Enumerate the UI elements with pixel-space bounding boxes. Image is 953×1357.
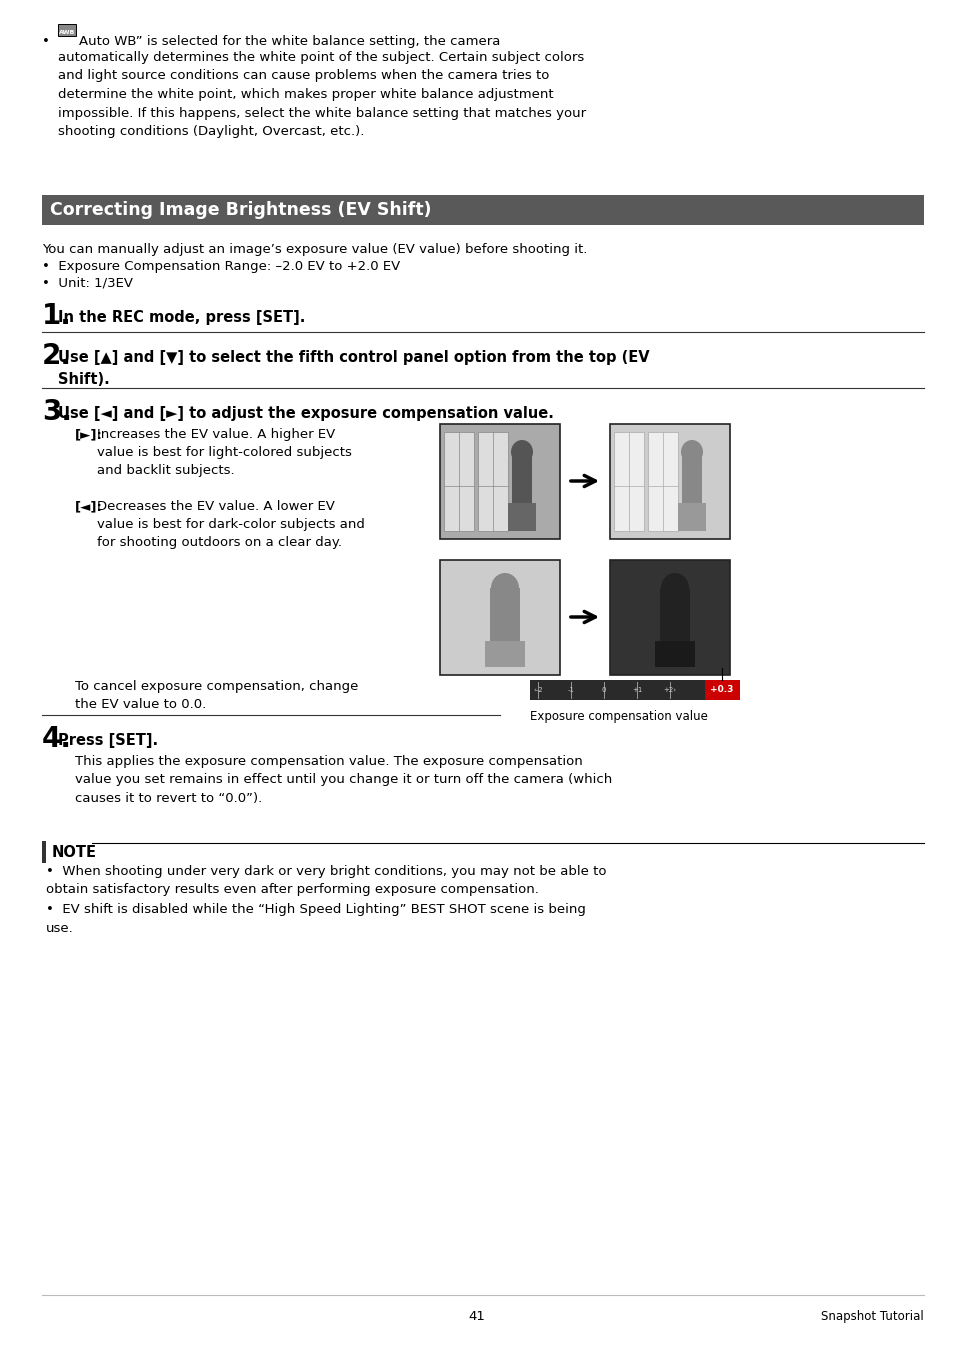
Text: 2.: 2.	[42, 342, 71, 370]
Text: NOTE: NOTE	[52, 845, 97, 860]
Bar	[490, 588, 519, 642]
Bar	[58, 24, 76, 37]
Text: To cancel exposure compensation, change
the EV value to 0.0.: To cancel exposure compensation, change …	[75, 680, 358, 711]
Text: Snapshot Tutorial: Snapshot Tutorial	[821, 1310, 923, 1323]
Text: Exposure compensation value: Exposure compensation value	[530, 710, 707, 723]
Text: Use [▲] and [▼] to select the fifth control panel option from the top (EV
Shift): Use [▲] and [▼] to select the fifth cont…	[58, 350, 649, 387]
Bar	[42, 841, 46, 863]
Text: 4.: 4.	[42, 725, 71, 753]
Text: •: •	[42, 35, 50, 47]
Text: AWB: AWB	[59, 30, 75, 35]
Bar	[507, 503, 536, 531]
Text: ‹-2: ‹-2	[533, 687, 542, 693]
Bar	[614, 432, 643, 531]
Bar	[512, 452, 532, 503]
Text: automatically determines the white point of the subject. Certain subject colors
: automatically determines the white point…	[58, 52, 585, 138]
Text: •  EV shift is disabled while the “High Speed Lighting” BEST SHOT scene is being: • EV shift is disabled while the “High S…	[46, 902, 585, 935]
Text: This applies the exposure compensation value. The exposure compensation
value yo: This applies the exposure compensation v…	[75, 754, 612, 805]
Ellipse shape	[680, 440, 702, 464]
Text: In the REC mode, press [SET].: In the REC mode, press [SET].	[58, 309, 305, 324]
Text: 41: 41	[468, 1310, 485, 1323]
Bar	[655, 641, 695, 668]
Text: Use [◄] and [►] to adjust the exposure compensation value.: Use [◄] and [►] to adjust the exposure c…	[58, 406, 554, 421]
Text: +1: +1	[631, 687, 641, 693]
Text: •  When shooting under very dark or very bright conditions, you may not be able : • When shooting under very dark or very …	[46, 864, 606, 897]
Text: Correcting Image Brightness (EV Shift): Correcting Image Brightness (EV Shift)	[50, 201, 431, 218]
Text: Press [SET].: Press [SET].	[58, 733, 158, 748]
Text: Auto WB” is selected for the white balance setting, the camera: Auto WB” is selected for the white balan…	[79, 35, 500, 47]
Bar	[609, 560, 729, 674]
Bar	[659, 588, 689, 642]
Ellipse shape	[491, 573, 518, 603]
Text: [►]:: [►]:	[75, 427, 103, 441]
Text: Decreases the EV value. A lower EV
value is best for dark-color subjects and
for: Decreases the EV value. A lower EV value…	[97, 499, 364, 550]
Text: [◄]:: [◄]:	[75, 499, 103, 513]
Bar	[443, 432, 474, 531]
Bar	[439, 560, 559, 674]
Text: You can manually adjust an image’s exposure value (EV value) before shooting it.: You can manually adjust an image’s expos…	[42, 243, 587, 256]
Text: +0.3: +0.3	[710, 685, 733, 695]
Bar	[647, 432, 678, 531]
Text: +2›: +2›	[662, 687, 676, 693]
Text: 0: 0	[601, 687, 605, 693]
Text: -1: -1	[567, 687, 574, 693]
Text: 1.: 1.	[42, 303, 71, 330]
Ellipse shape	[660, 573, 688, 603]
Text: •  Exposure Compensation Range: –2.0 EV to +2.0 EV: • Exposure Compensation Range: –2.0 EV t…	[42, 261, 400, 273]
Bar	[484, 641, 524, 668]
Bar	[609, 423, 729, 539]
Text: Increases the EV value. A higher EV
value is best for light-colored subjects
and: Increases the EV value. A higher EV valu…	[97, 427, 352, 478]
Text: 3.: 3.	[42, 398, 71, 426]
Bar	[704, 680, 740, 700]
Bar	[678, 503, 705, 531]
Bar	[681, 452, 701, 503]
Bar	[530, 680, 704, 700]
Text: •  Unit: 1/3EV: • Unit: 1/3EV	[42, 275, 132, 289]
Bar	[42, 195, 923, 225]
Bar	[477, 432, 507, 531]
Ellipse shape	[511, 440, 533, 464]
Bar	[439, 423, 559, 539]
